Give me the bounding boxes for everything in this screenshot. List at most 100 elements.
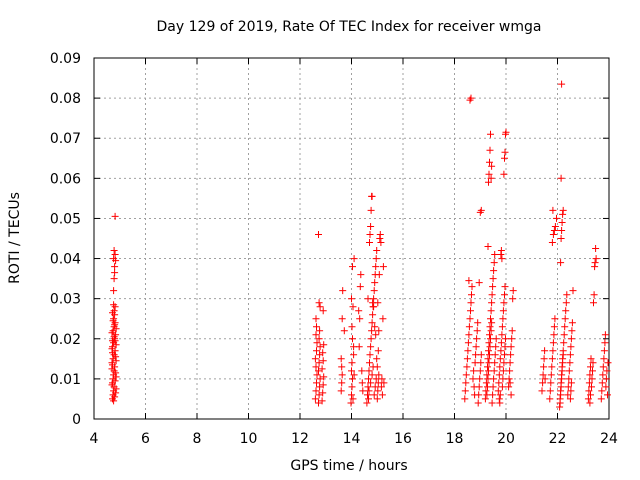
data-point <box>485 170 493 178</box>
data-point <box>566 359 574 367</box>
data-point <box>567 335 575 343</box>
data-point <box>311 395 319 403</box>
x-tick-label: 12 <box>291 431 309 447</box>
data-point <box>488 399 496 407</box>
data-point <box>315 299 323 307</box>
data-point <box>499 367 507 375</box>
data-point <box>348 383 356 391</box>
data-point <box>487 327 495 335</box>
data-point <box>110 275 118 283</box>
data-point <box>112 369 120 377</box>
x-tick-label: 20 <box>497 431 515 447</box>
data-point <box>603 367 611 375</box>
data-point <box>486 146 494 154</box>
data-point <box>477 351 485 359</box>
data-point <box>315 391 323 399</box>
data-point <box>338 315 346 323</box>
data-point <box>597 395 605 403</box>
data-point <box>313 339 321 347</box>
data-point <box>488 162 496 170</box>
data-point <box>378 391 386 399</box>
data-point <box>587 355 595 363</box>
data-point <box>566 351 574 359</box>
data-point <box>358 379 366 387</box>
data-point <box>359 387 367 395</box>
data-point <box>111 393 119 401</box>
data-point <box>586 371 594 379</box>
x-tick-label: 18 <box>446 431 464 447</box>
data-point <box>502 128 510 136</box>
data-point <box>349 263 356 271</box>
data-point <box>365 387 373 395</box>
data-point <box>559 359 567 367</box>
data-point <box>585 387 593 395</box>
data-point <box>319 357 327 365</box>
data-point <box>348 391 355 399</box>
data-point <box>490 375 498 383</box>
y-tick-label: 0.03 <box>50 292 81 308</box>
data-point <box>547 371 555 379</box>
data-point <box>338 379 346 387</box>
data-point <box>320 373 328 381</box>
data-point <box>349 375 356 383</box>
data-point <box>487 174 495 182</box>
data-point <box>506 359 514 367</box>
data-point <box>374 387 382 395</box>
data-point <box>506 367 514 375</box>
data-point <box>475 383 483 391</box>
data-point <box>499 315 507 323</box>
data-point <box>491 359 499 367</box>
data-point <box>564 383 572 391</box>
data-point <box>371 383 379 391</box>
data-point <box>509 287 517 295</box>
data-point <box>370 303 378 311</box>
data-point <box>561 323 569 331</box>
data-point <box>475 391 483 399</box>
y-tick-label: 0.01 <box>50 372 81 388</box>
data-point <box>110 333 118 341</box>
data-point <box>464 339 472 347</box>
data-point <box>373 395 381 403</box>
data-point <box>112 353 120 361</box>
data-point <box>464 347 472 355</box>
data-point <box>473 335 481 343</box>
data-point <box>371 323 379 331</box>
data-point <box>587 363 594 371</box>
data-point <box>312 315 320 323</box>
y-tick-label: 0.04 <box>50 252 81 268</box>
data-point <box>490 259 498 267</box>
data-point <box>557 259 565 267</box>
data-point <box>109 309 116 317</box>
data-point <box>365 375 372 383</box>
data-point <box>111 269 119 277</box>
data-point <box>370 391 378 399</box>
data-point <box>474 319 482 327</box>
data-point <box>465 331 473 339</box>
data-point <box>348 367 355 375</box>
data-point <box>482 387 490 395</box>
data-point <box>370 287 378 295</box>
data-points <box>108 80 612 411</box>
data-point <box>539 371 547 379</box>
data-point <box>587 391 594 399</box>
data-point <box>489 391 497 399</box>
data-point <box>506 379 514 387</box>
data-point <box>371 279 379 287</box>
data-point <box>507 351 515 359</box>
data-point <box>110 287 118 295</box>
data-point <box>553 214 560 222</box>
data-point <box>312 331 320 339</box>
data-point <box>505 375 513 383</box>
data-point <box>364 383 372 391</box>
data-point <box>604 359 612 367</box>
data-point <box>498 255 506 263</box>
data-point <box>109 361 116 369</box>
data-point <box>585 379 593 387</box>
data-point <box>367 223 375 230</box>
data-point <box>467 307 474 315</box>
data-point <box>588 375 596 383</box>
data-point <box>465 323 473 331</box>
data-point <box>561 315 569 323</box>
data-point <box>600 355 608 363</box>
data-point <box>468 283 476 291</box>
